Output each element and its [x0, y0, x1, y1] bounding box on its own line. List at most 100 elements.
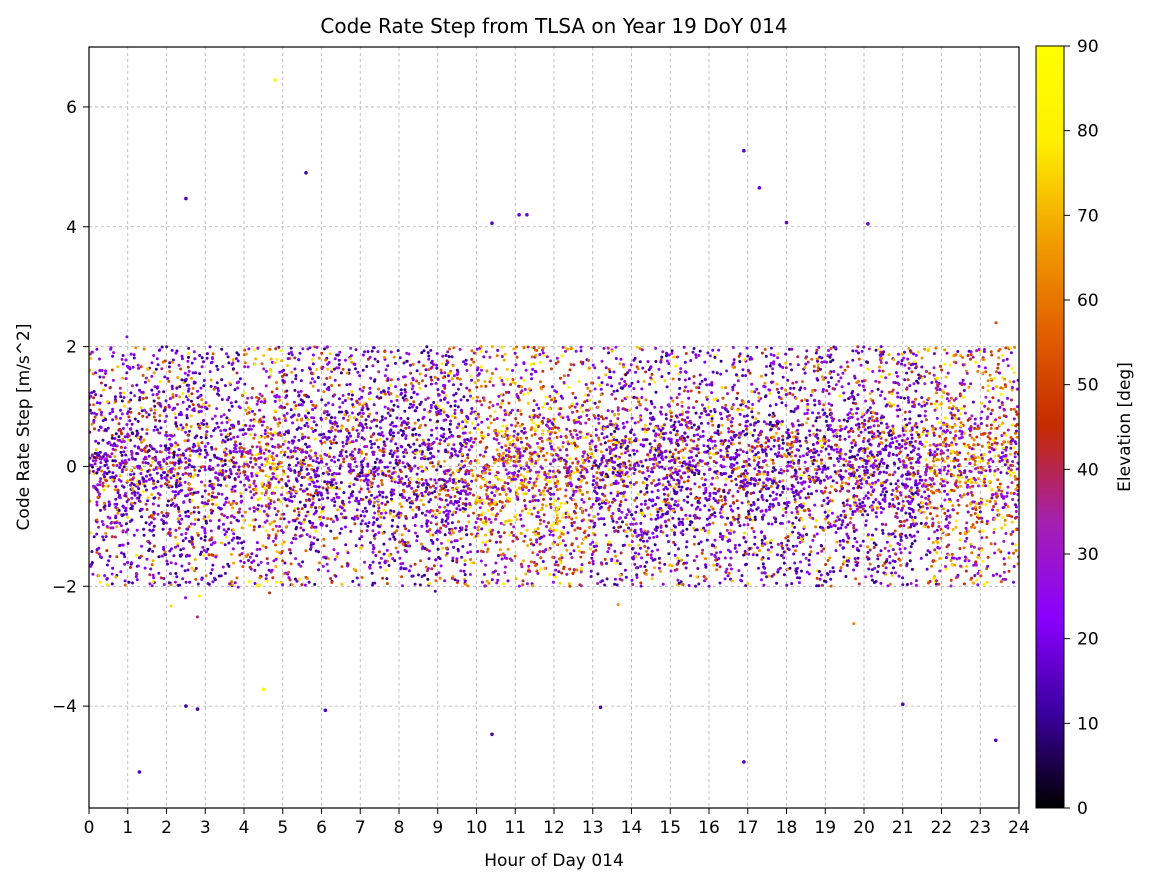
data-point [343, 358, 347, 362]
data-point [945, 515, 949, 518]
data-point [669, 418, 673, 422]
data-point [829, 376, 833, 380]
data-point [719, 439, 723, 443]
data-point [367, 521, 371, 525]
data-point [742, 536, 746, 540]
data-point [258, 547, 262, 551]
data-point [97, 525, 100, 529]
data-point [690, 426, 694, 429]
data-point [371, 529, 375, 533]
data-point [887, 505, 891, 508]
data-point [986, 379, 990, 383]
data-point [344, 525, 347, 529]
data-point [333, 500, 337, 504]
data-point [287, 576, 291, 580]
data-point [328, 446, 332, 450]
data-point [168, 361, 172, 365]
data-point [1011, 530, 1015, 534]
data-point [118, 466, 122, 469]
data-point [354, 439, 358, 442]
data-point [514, 577, 518, 581]
data-point [198, 469, 201, 473]
data-point [509, 383, 513, 386]
data-point [316, 493, 320, 497]
data-point [860, 458, 864, 462]
data-point [853, 557, 857, 561]
data-point [989, 457, 993, 461]
data-point [379, 556, 383, 560]
data-point [939, 482, 942, 486]
data-point [321, 507, 324, 511]
data-point [701, 548, 705, 552]
data-point [808, 553, 812, 557]
data-point [643, 424, 647, 427]
data-point [720, 498, 724, 502]
data-point [661, 582, 665, 586]
data-point [289, 408, 293, 412]
data-point [273, 468, 277, 472]
data-point [786, 535, 790, 539]
data-point [404, 527, 408, 531]
data-point [677, 581, 681, 585]
data-point [812, 478, 816, 482]
data-point [574, 396, 577, 400]
data-point [764, 508, 768, 512]
data-point [685, 517, 689, 521]
data-point [473, 381, 477, 384]
data-point [893, 529, 897, 533]
data-point [601, 492, 605, 496]
data-point [904, 495, 908, 499]
data-point [694, 386, 698, 389]
data-point [548, 533, 552, 537]
data-point [364, 495, 368, 499]
data-point [917, 402, 921, 406]
data-point [645, 483, 649, 487]
data-point [452, 510, 456, 514]
data-point [113, 455, 117, 459]
data-point [396, 550, 400, 554]
data-point [534, 533, 538, 537]
data-point [928, 371, 932, 375]
data-point [494, 517, 498, 521]
data-point [487, 581, 491, 585]
data-point [470, 378, 474, 382]
data-point [425, 345, 429, 349]
data-point [90, 550, 94, 554]
data-point [790, 431, 794, 435]
data-point [316, 376, 320, 379]
data-point [266, 434, 270, 438]
data-point [179, 367, 183, 371]
data-point [141, 374, 145, 377]
data-point [757, 391, 761, 395]
data-point [404, 475, 408, 478]
data-point [530, 434, 534, 438]
data-point [885, 422, 889, 426]
data-point [531, 499, 535, 503]
data-point [736, 379, 740, 383]
data-point [504, 429, 508, 433]
data-point [763, 347, 767, 351]
data-point [169, 561, 173, 565]
data-point [475, 399, 479, 403]
data-point [416, 418, 420, 422]
data-point [152, 399, 156, 403]
data-point [204, 436, 208, 440]
data-point [689, 492, 693, 496]
data-point [531, 367, 535, 371]
data-point [539, 449, 543, 453]
data-point [751, 403, 755, 406]
data-point [209, 529, 213, 533]
data-point [713, 511, 717, 515]
data-point [815, 489, 818, 493]
data-point [534, 461, 538, 465]
data-point [970, 493, 974, 497]
data-point [232, 465, 236, 469]
data-point [456, 376, 459, 380]
data-point [401, 429, 405, 433]
data-point [96, 483, 100, 487]
data-point [796, 481, 800, 485]
data-point [825, 389, 829, 393]
data-point [384, 495, 388, 499]
data-point [494, 475, 498, 479]
data-point [960, 407, 963, 411]
